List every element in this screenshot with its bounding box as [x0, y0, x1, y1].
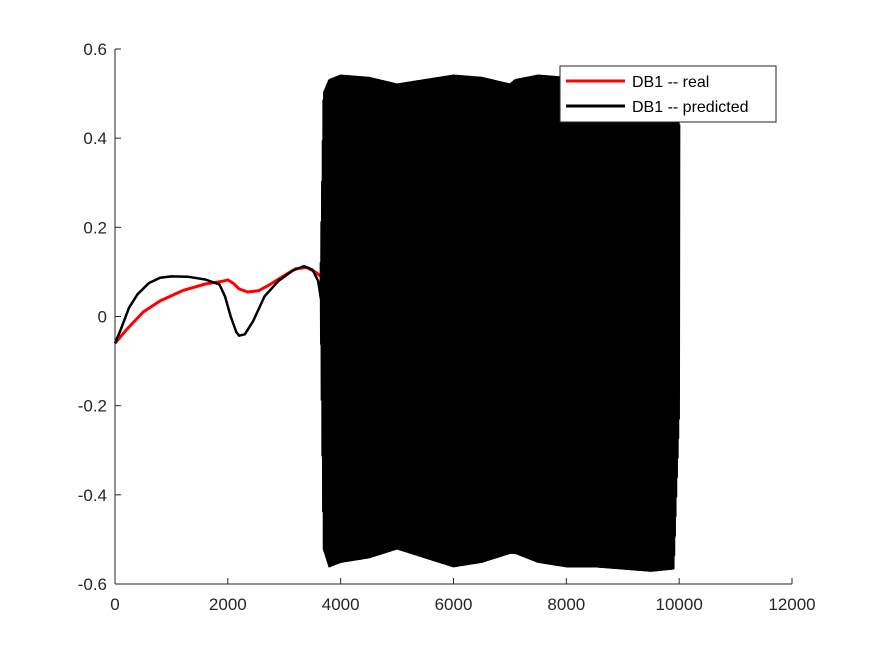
y-ticks: -0.6 -0.4 -0.2 0 0.2 0.4 0.6 — [78, 40, 121, 594]
y-tick-label: 0.2 — [83, 218, 107, 237]
x-tick-label: 10000 — [656, 595, 703, 614]
legend-box — [559, 65, 777, 123]
y-tick-label: 0.6 — [83, 40, 107, 59]
series-layer — [113, 74, 681, 572]
legend-label-real: DB1 -- real — [632, 74, 709, 91]
x-tick-label: 0 — [110, 595, 119, 614]
y-tick-label: 0 — [98, 308, 107, 327]
y-tick-label: -0.2 — [78, 397, 107, 416]
x-tick-label: 12000 — [768, 595, 815, 614]
x-ticks: 0 2000 4000 6000 8000 10000 12000 — [110, 578, 816, 614]
legend-label-predicted: DB1 -- predicted — [632, 99, 749, 116]
y-tick-label: 0.4 — [83, 129, 107, 148]
x-tick-label: 6000 — [435, 595, 473, 614]
series-line-predicted — [113, 74, 681, 572]
legend: DB1 -- real DB1 -- predicted — [559, 65, 777, 123]
x-tick-label: 4000 — [322, 595, 360, 614]
y-tick-label: -0.6 — [78, 575, 107, 594]
y-tick-label: -0.4 — [78, 486, 107, 505]
x-tick-label: 8000 — [547, 595, 585, 614]
x-tick-label: 2000 — [209, 595, 247, 614]
